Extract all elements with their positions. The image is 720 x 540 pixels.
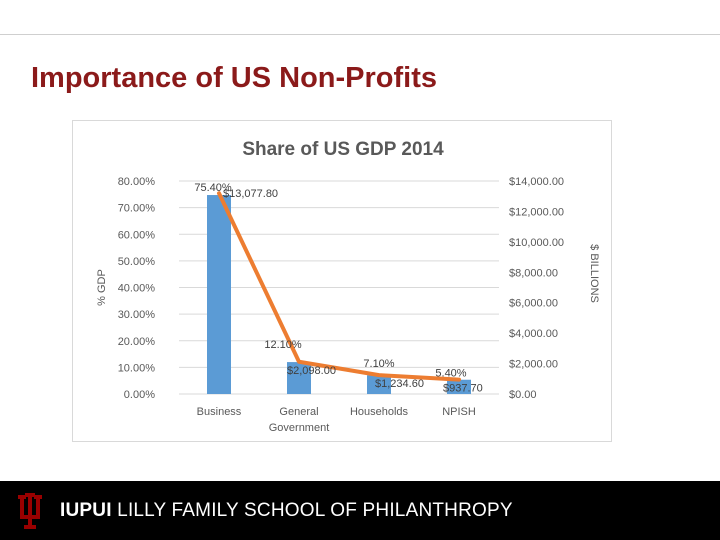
bar-4 xyxy=(447,379,471,394)
slide-title: Importance of US Non-Profits xyxy=(31,62,438,94)
left-tick-label: 60.00% xyxy=(118,229,156,241)
right-tick-label: $4,000.00 xyxy=(509,328,558,340)
bar-3 xyxy=(367,375,391,394)
footer-bar: IUPUI LILLY FAMILY SCHOOL OF PHILANTHROP… xyxy=(0,481,720,540)
bar-2 xyxy=(287,362,311,394)
right-tick-label: $6,000.00 xyxy=(509,298,558,310)
right-tick-label: $0.00 xyxy=(509,389,537,401)
right-tick-label: $14,000.00 xyxy=(509,176,564,188)
bar-1 xyxy=(207,195,231,394)
iu-trident-icon xyxy=(18,493,42,529)
right-tick-label: $12,000.00 xyxy=(509,206,564,218)
gdp-share-line xyxy=(217,191,461,382)
footer-brand: IUPUI LILLY FAMILY SCHOOL OF PHILANTHROP… xyxy=(60,500,513,522)
left-tick-label: 20.00% xyxy=(118,336,156,348)
right-tick-label: $2,000.00 xyxy=(509,359,558,371)
right-axis-title: $ BILLIONS xyxy=(588,244,600,303)
top-divider xyxy=(0,34,720,35)
right-tick-label: $8,000.00 xyxy=(509,267,558,279)
bar-data-label: $937.70 xyxy=(443,383,483,395)
chart-container: Share of US GDP 2014 0.00% 10.00% 20.00% 30.… xyxy=(72,120,612,442)
bar-data-label: $2,098.00 xyxy=(287,365,336,377)
category-label: NPISH xyxy=(442,406,476,418)
bar-data-label: $13,077.80 xyxy=(223,188,278,200)
left-tick-label: 0.00% xyxy=(124,389,155,401)
line-data-label: 5.40% xyxy=(435,368,466,380)
left-tick-label: 40.00% xyxy=(118,283,156,295)
left-tick-label: 80.00% xyxy=(118,176,156,188)
line-data-label: 12.10% xyxy=(264,339,302,351)
gdp-share-chart: Share of US GDP 2014 0.00% 10.00% 20.00% 30.… xyxy=(96,139,600,434)
left-tick-label: 10.00% xyxy=(118,362,156,374)
chart-title: Share of US GDP 2014 xyxy=(242,139,444,160)
left-tick-label: 50.00% xyxy=(118,256,156,268)
left-tick-label: 30.00% xyxy=(118,309,156,321)
footer-brand-bold: IUPUI xyxy=(60,500,112,521)
left-axis-title: % GDP xyxy=(96,269,108,306)
right-tick-label: $10,000.00 xyxy=(509,237,564,249)
category-label: Business xyxy=(197,406,242,418)
category-label: General Government xyxy=(269,406,330,434)
bar-data-label: $1,234.60 xyxy=(375,378,424,390)
category-label: Households xyxy=(350,406,409,418)
footer-brand-rest: LILLY FAMILY SCHOOL OF PHILANTHROPY xyxy=(117,500,513,521)
line-data-label: 75.40% xyxy=(194,182,232,194)
left-tick-label: 70.00% xyxy=(118,203,156,215)
line-data-label: 7.10% xyxy=(363,358,394,370)
